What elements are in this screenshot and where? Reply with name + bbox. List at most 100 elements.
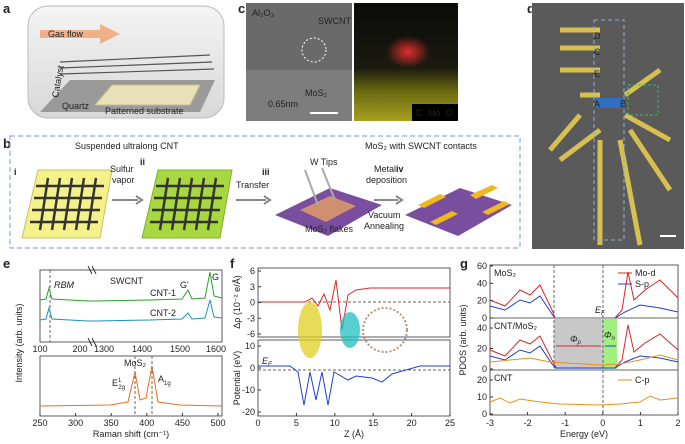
legend-label: CNT-2 (150, 308, 176, 318)
tick-label: 20 (477, 344, 487, 354)
substrate-iv (405, 188, 512, 236)
contact-label: C (594, 47, 601, 57)
tick-label: 1500 (170, 344, 190, 354)
tick-label: 10 (477, 392, 487, 402)
step: iv (396, 164, 404, 174)
peak-label: 2g (118, 385, 125, 391)
x-axis-label: Raman shift (cm⁻¹) (93, 429, 169, 439)
green-box (627, 84, 659, 116)
tick-label: 60 (477, 261, 487, 271)
fermi-label: E (262, 356, 269, 366)
swcnt: SWCNT (318, 16, 351, 26)
phi-label: Φp (570, 334, 582, 346)
tick-label: 5 (294, 418, 299, 428)
flake-iii (300, 196, 356, 222)
series-title: SWCNT (110, 276, 143, 286)
sem-image (532, 3, 684, 249)
tick-label: -3 (486, 418, 494, 428)
peak-label: RBM (54, 280, 75, 290)
panel-b: Suspended ultralong CNT MoS₂ with SWCNT … (9, 135, 521, 249)
tick-label: 0 (482, 409, 487, 419)
phi-label: n (612, 336, 616, 342)
peak-label: G (212, 272, 219, 282)
y-axis-label: Intensity (arb. units) (14, 303, 24, 382)
tick-label: 350 (104, 418, 119, 428)
legend-label: C-p (635, 375, 650, 385)
electrodes (548, 27, 673, 246)
substrate (93, 84, 201, 106)
substrate-label: Patterned substrate (105, 106, 184, 116)
y-axis-label: PDOS (arb. units) (458, 304, 468, 375)
step-text: Transfer (236, 180, 269, 190)
mos2-curve (39, 365, 223, 407)
peak-label: A (158, 374, 164, 384)
phi-label: Φ (570, 334, 578, 344)
tick-label: 100 (32, 344, 47, 354)
panel-e: 100 200 1300 1400 1500 1600 RBM SWCNT CN… (14, 265, 226, 439)
title-right: MoS₂ with SWCNT contacts (365, 141, 477, 151)
step-text: Annealing (364, 221, 404, 231)
peak-label: 1 (118, 378, 122, 384)
fermi-label: E (595, 305, 602, 315)
axes-frame (39, 269, 223, 343)
barrier-region (554, 319, 603, 369)
step: iii (262, 167, 270, 177)
step-text: deposition (366, 175, 407, 185)
tick-label: 1400 (132, 344, 152, 354)
tick-label: 40 (477, 278, 487, 288)
gas-flow: Gas flow (48, 29, 84, 39)
panel-label: g (460, 256, 468, 271)
gas-arrow (40, 24, 120, 44)
s-p-curve (489, 295, 679, 319)
step-text: W Tips (310, 157, 338, 167)
legend-label: CNT-1 (150, 288, 176, 298)
panel-c: Al₂O₃ SWCNT MoS₂ 0.65nm C Mo O (246, 3, 458, 121)
tick-label: 15 (368, 418, 378, 428)
eds-legend-box (412, 104, 458, 121)
tick-label: 25 (445, 418, 455, 428)
arrowhead (135, 195, 144, 205)
x-axis-label: Z (Å) (344, 429, 364, 439)
panel-label: c (238, 1, 245, 16)
cnt2-curve (39, 299, 223, 322)
delta-rho-curve (258, 279, 450, 331)
tick-label: 0 (482, 364, 487, 374)
phi-label: p (577, 340, 582, 346)
mos2-flake (596, 98, 624, 108)
tick-label: 200 (72, 344, 87, 354)
axes-frame (39, 355, 223, 417)
tick-label: 0 (255, 418, 260, 428)
panel-label: e (3, 256, 10, 271)
peak-label: G' (180, 280, 189, 290)
step-text: vapor (112, 175, 135, 185)
tick-label: 10 (245, 341, 255, 351)
fermi-label: EF (262, 356, 272, 368)
tick-label: 0 (482, 313, 487, 323)
tick-label: 20 (407, 418, 417, 428)
tick-label: 1300 (94, 344, 114, 354)
subplot-title: CNT/MoS₂ (494, 321, 538, 331)
tick-label: 20 (477, 375, 487, 385)
tick-label: 0 (250, 363, 255, 373)
panel-d: D C E A B (532, 3, 684, 249)
legend-label: Mo-d (635, 268, 656, 278)
c-p-curve (489, 395, 679, 406)
legend-label: S-p (635, 279, 649, 289)
w-tips (304, 167, 336, 206)
axes-frame (257, 339, 451, 417)
title-left: Suspended ultralong CNT (75, 141, 179, 151)
s-p-curve (489, 345, 679, 369)
contact-label: E (594, 69, 600, 79)
arrowhead (395, 195, 404, 205)
tick-label: 250 (32, 418, 47, 428)
eds-blob (386, 36, 430, 68)
charge-lobe (340, 312, 360, 348)
tick-label: -6 (247, 329, 255, 339)
charge-lobe (298, 302, 322, 358)
series-title: MoS₂ (124, 358, 147, 368)
tick-label: 450 (175, 418, 190, 428)
tick-label: -2 (524, 418, 532, 428)
electrodes-iv (418, 185, 510, 225)
tick-label: -20 (242, 407, 255, 417)
